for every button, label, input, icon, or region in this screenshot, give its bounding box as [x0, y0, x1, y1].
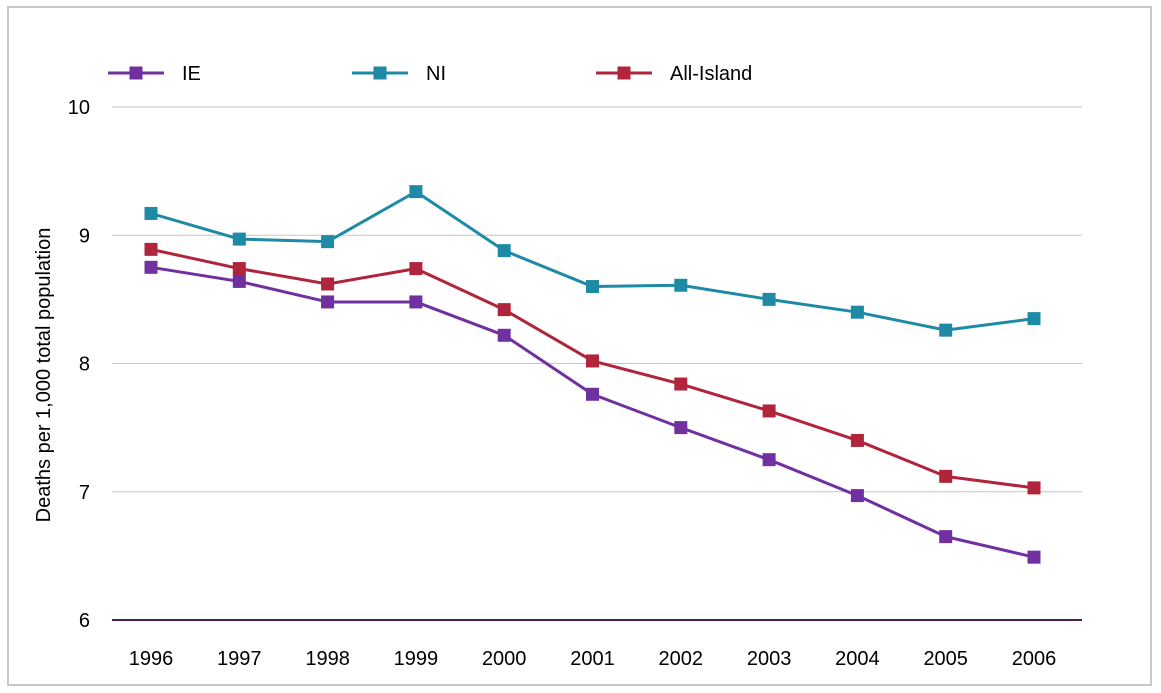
data-point-ni [850, 305, 864, 319]
data-point-ie [674, 421, 688, 435]
data-point-ni [409, 185, 423, 199]
series-line-ni [150, 190, 1035, 332]
data-point-ni [939, 323, 953, 337]
legend-marker [617, 66, 631, 80]
data-point-ni [674, 278, 688, 292]
data-point-ie [850, 489, 864, 503]
series-ni [144, 185, 1041, 337]
data-point-ni [1027, 312, 1041, 326]
data-point-ni [762, 292, 776, 306]
y-axis-title: Deaths per 1,000 total population [33, 228, 55, 523]
legend: IE NI All-Island [108, 63, 752, 85]
chart-frame [7, 6, 1152, 686]
y-tick-label: 9 [79, 225, 90, 247]
legend-marker [129, 66, 143, 80]
x-tick-label: 1998 [305, 648, 350, 670]
series-ie [144, 260, 1041, 564]
data-point-all-island [1027, 481, 1041, 495]
legend-item-ni: NI [352, 63, 446, 85]
data-point-ie [1027, 550, 1041, 564]
data-point-all-island [762, 404, 776, 418]
y-axis-ticks: 6 7 8 9 10 [68, 97, 90, 632]
data-point-all-island [321, 277, 335, 291]
data-point-all-island [232, 262, 246, 276]
series-line-ie [150, 265, 1035, 559]
y-tick-label: 10 [68, 97, 90, 119]
legend-label: NI [426, 63, 446, 85]
x-tick-label: 1997 [217, 648, 262, 670]
data-point-ni [586, 280, 599, 294]
y-tick-label: 8 [79, 354, 90, 376]
data-point-ni [232, 232, 246, 246]
y-tick-label: 7 [79, 482, 90, 504]
legend-marker [373, 66, 387, 80]
data-point-all-island [497, 303, 511, 317]
y-tick-label: 6 [79, 610, 90, 632]
data-point-ie [144, 260, 158, 274]
data-point-ie [497, 328, 511, 342]
data-point-ie [586, 387, 599, 401]
x-tick-label: 2005 [923, 648, 968, 670]
data-point-ie [321, 295, 335, 309]
data-point-ni [497, 244, 511, 258]
x-tick-label: 2001 [570, 648, 615, 670]
data-point-all-island [674, 377, 688, 391]
data-point-all-island [409, 262, 423, 276]
legend-item-ie: IE [108, 63, 201, 85]
data-point-ie [232, 274, 246, 288]
x-axis-ticks: 1996 1997 1998 1999 2000 2001 2002 2003 2004 2005… [129, 648, 1057, 670]
data-point-ie [939, 530, 953, 544]
x-tick-label: 1999 [394, 648, 439, 670]
data-point-all-island [850, 433, 864, 447]
x-tick-label: 2004 [835, 648, 880, 670]
x-tick-label: 2000 [482, 648, 527, 670]
legend-item-all-island: All-Island [596, 63, 752, 85]
data-point-all-island [939, 469, 953, 483]
legend-label: All-Island [670, 63, 752, 85]
data-point-all-island [586, 354, 599, 368]
x-tick-label: 2003 [747, 648, 792, 670]
data-point-ie [409, 295, 423, 309]
x-tick-label: 1996 [129, 648, 174, 670]
x-tick-label: 2002 [659, 648, 704, 670]
data-point-all-island [144, 242, 158, 256]
series-layer [144, 185, 1041, 564]
legend-label: IE [182, 63, 201, 85]
data-point-ni [321, 235, 335, 249]
data-point-ie [762, 453, 776, 467]
data-point-ni [144, 206, 158, 220]
x-tick-label: 2006 [1012, 648, 1057, 670]
series-all-island [144, 242, 1041, 495]
gridlines [112, 106, 1082, 621]
